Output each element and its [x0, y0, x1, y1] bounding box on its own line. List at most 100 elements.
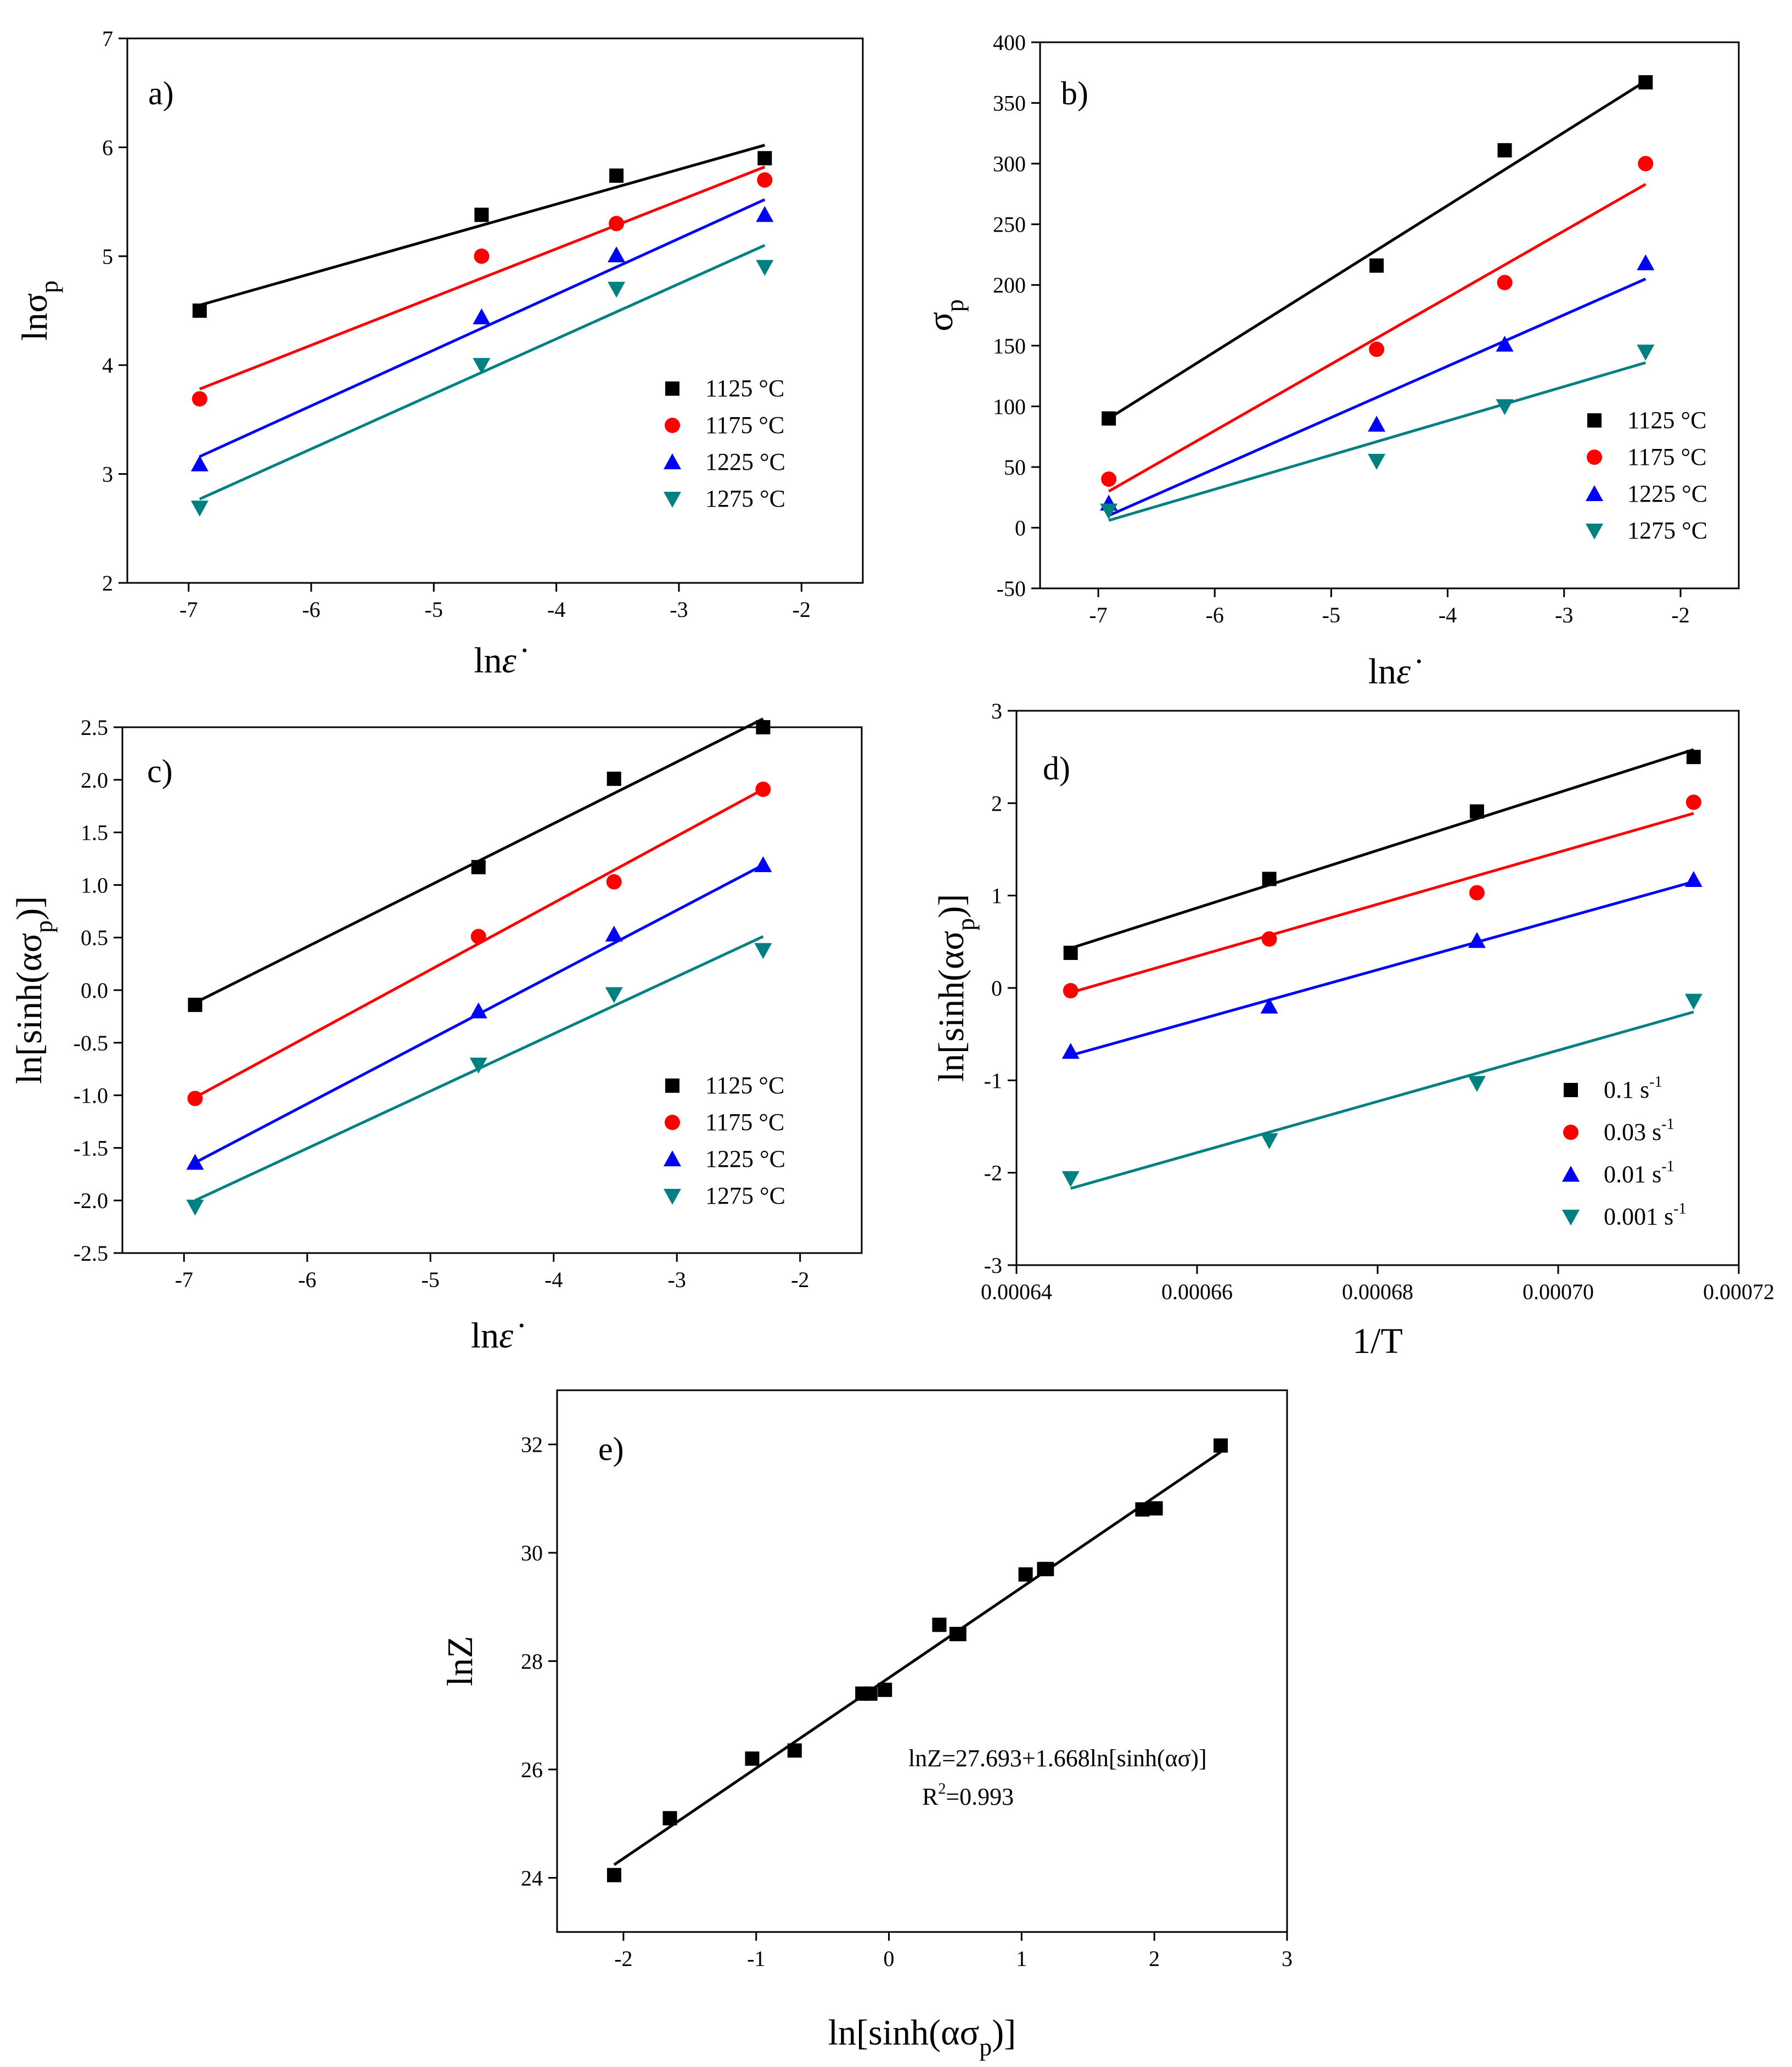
data-point	[608, 282, 626, 298]
data-point	[1262, 872, 1277, 886]
legend-item: 0.01 s-1	[1562, 1158, 1674, 1188]
data-point	[1368, 415, 1386, 432]
y-tick-label: -1	[984, 1068, 1002, 1093]
data-point	[1684, 993, 1703, 1010]
y-tick-label: -2.5	[74, 1241, 108, 1266]
x-tick-label: -2	[791, 1267, 809, 1292]
legend-label: 1175 °C	[1627, 443, 1706, 470]
data-point	[473, 358, 491, 374]
legend-label: 1125 °C	[705, 1072, 784, 1099]
series-1175-c	[187, 782, 771, 1106]
series-1275-c	[186, 935, 772, 1216]
legend-item: 1225 °C	[664, 1145, 785, 1172]
y-axis-label: ln[sinh(ασp)]	[9, 896, 58, 1084]
data-point	[1369, 258, 1384, 273]
panel-c: -7 -6 -5 -4 -3 -2 -2.5 -2.0 -1.5 -1.0 -0.5 0.0 0.5 1.…	[9, 715, 863, 1356]
data-point	[1214, 1438, 1228, 1453]
panel-label: e)	[598, 1431, 624, 1467]
x-tick-label: -6	[302, 597, 320, 622]
fit-line	[1070, 1010, 1694, 1190]
data-point	[1497, 143, 1512, 158]
y-tick-label: 32	[521, 1433, 543, 1457]
x-tick-label: -7	[175, 1267, 193, 1292]
y-tick-label: -1.5	[74, 1136, 108, 1160]
data-point	[469, 1002, 487, 1019]
data-point	[757, 151, 772, 166]
series-0-01-s	[1061, 871, 1703, 1059]
data-point	[606, 1868, 621, 1883]
x-tick-label: -6	[1206, 603, 1224, 627]
data-point	[606, 874, 622, 890]
legend-item: 1275 °C	[1586, 517, 1707, 544]
data-point	[745, 1751, 760, 1766]
legend-label: 1275 °C	[705, 1182, 785, 1209]
y-tick-label: 7	[102, 26, 113, 51]
series-1125-c	[1102, 75, 1653, 426]
data-point	[757, 172, 773, 188]
legend-marker	[1563, 1125, 1578, 1140]
legend-marker	[1562, 1210, 1580, 1226]
x-axis-label: 1/T	[1352, 1321, 1403, 1361]
y-tick-label: 200	[993, 273, 1026, 297]
y-tick-label: -3	[984, 1253, 1002, 1278]
series-0-001-s	[1061, 993, 1703, 1190]
data-point	[878, 1682, 892, 1697]
y-tick-label: 0	[991, 976, 1002, 1001]
data-point	[192, 391, 207, 407]
data-point	[605, 987, 623, 1003]
data-point	[188, 997, 203, 1012]
y-tick-label: -2.0	[74, 1188, 108, 1213]
y-tick-label: 50	[1004, 455, 1026, 480]
series-1125-c	[188, 717, 771, 1012]
panel-e: -2 -1 0 1 2 3 24 26 28 30 32 e) ln[sinh(ασp)] lnZ lnZ=…	[440, 1389, 1293, 2061]
legend-marker	[1586, 485, 1603, 501]
x-tick-label: -4	[544, 1267, 563, 1292]
legend-item: 1275 °C	[664, 1182, 785, 1209]
y-tick-label: 6	[102, 135, 113, 160]
x-tick-label: -2	[1671, 603, 1689, 627]
data-point	[755, 782, 771, 797]
y-tick-label: 2	[991, 791, 1002, 816]
data-point	[1638, 156, 1654, 172]
x-tick-label: -5	[422, 1267, 440, 1292]
data-point	[186, 1154, 204, 1170]
y-axis-label: ln[sinh(ασp)]	[931, 894, 980, 1082]
fit-line	[1108, 80, 1647, 420]
y-tick-label: 300	[993, 151, 1026, 176]
legend-item: 0.1 s-1	[1564, 1074, 1662, 1103]
legend-label: 1225 °C	[705, 448, 785, 475]
fit-line	[1070, 748, 1694, 950]
data-point	[1497, 274, 1513, 290]
legend-item: 0.03 s-1	[1563, 1116, 1674, 1145]
x-axis-label: ln[sinh(ασp)]	[828, 2013, 1016, 2061]
x-tick-label: -1	[747, 1946, 765, 1971]
legend-marker	[1564, 1083, 1578, 1097]
data-point	[1040, 1562, 1054, 1576]
y-tick-label: 26	[521, 1757, 543, 1782]
x-tick-label: -2	[793, 597, 811, 622]
x-tick-label: -5	[1322, 603, 1340, 627]
y-tick-label: 150	[993, 334, 1026, 358]
y-axis-label: lnZ	[440, 1636, 480, 1687]
legend: 1125 °C 1175 °C 1225 °C 1275 °C	[664, 1072, 785, 1209]
y-tick-label: 1.5	[81, 821, 108, 845]
data-point	[1468, 932, 1486, 948]
fit-line	[1108, 361, 1646, 522]
y-tick-label: 100	[993, 394, 1026, 419]
x-tick-label: -4	[1439, 603, 1457, 627]
legend-label: 1225 °C	[705, 1145, 785, 1172]
series-1125-c	[192, 144, 772, 318]
series-1175-c	[1101, 156, 1654, 493]
data-point	[1100, 503, 1118, 520]
legend: 1125 °C 1175 °C 1225 °C 1275 °C	[1586, 407, 1707, 544]
legend: 0.1 s-1 0.03 s-1 0.01 s-1 0.001 s-1	[1562, 1074, 1686, 1230]
y-tick-label: 3	[991, 699, 1002, 723]
data-point	[186, 1199, 204, 1216]
y-tick-label: 24	[521, 1866, 543, 1890]
x-tick-label: 1	[1016, 1946, 1027, 1971]
legend-item: 1175 °C	[1587, 443, 1706, 470]
data-point	[1369, 341, 1385, 357]
legend-marker	[665, 1079, 679, 1093]
y-tick-label: -1.0	[74, 1083, 108, 1108]
legend-marker	[664, 1150, 681, 1166]
